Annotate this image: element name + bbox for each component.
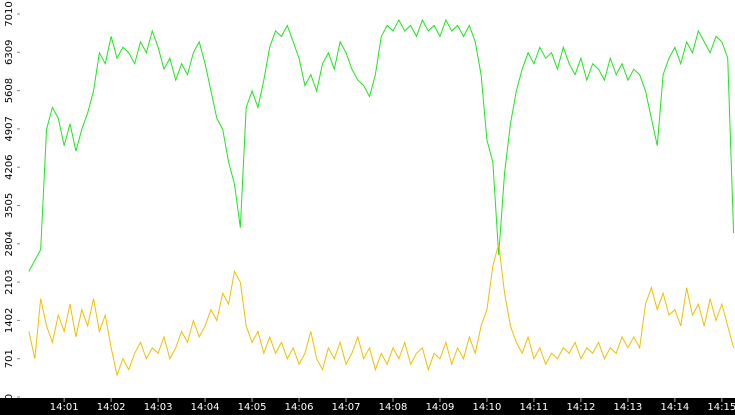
y-tick-label: 6309 [4, 40, 15, 65]
y-tick-label: 2103 [4, 269, 15, 294]
x-tick-label: 14:14 [660, 402, 689, 413]
y-tick-label: 701 [4, 349, 15, 368]
x-tick-label: 14:05 [238, 402, 267, 413]
x-tick-label: 14:11 [520, 402, 549, 413]
y-tick-label: 7010 [4, 1, 15, 26]
x-tick-label: 14:02 [97, 402, 126, 413]
x-tick-label: 14:13 [613, 402, 642, 413]
y-tick-label: 4907 [4, 116, 15, 141]
x-tick-label: 14:08 [379, 402, 408, 413]
series-line [28, 243, 735, 377]
x-tick-label: 14:03 [144, 402, 173, 413]
y-tick-label: 0 [4, 394, 15, 400]
y-tick-label: 5608 [4, 78, 15, 103]
x-tick-label: 14:06 [285, 402, 314, 413]
y-tick-label: 3505 [4, 193, 15, 218]
x-tick-label: 14:15 [707, 402, 735, 413]
x-tick-label: 14:04 [191, 402, 220, 413]
series-line [28, 18, 735, 272]
x-axis-band [0, 398, 735, 415]
x-tick-label: 14:07 [332, 402, 361, 413]
x-tick-label: 14:01 [50, 402, 79, 413]
y-tick-label: 4206 [4, 154, 15, 179]
x-tick-label: 14:09 [426, 402, 455, 413]
y-tick-label: 2804 [4, 231, 15, 256]
y-tick-label: 1402 [4, 308, 15, 333]
x-tick-label: 14:12 [566, 402, 595, 413]
x-tick-label: 14:10 [473, 402, 502, 413]
